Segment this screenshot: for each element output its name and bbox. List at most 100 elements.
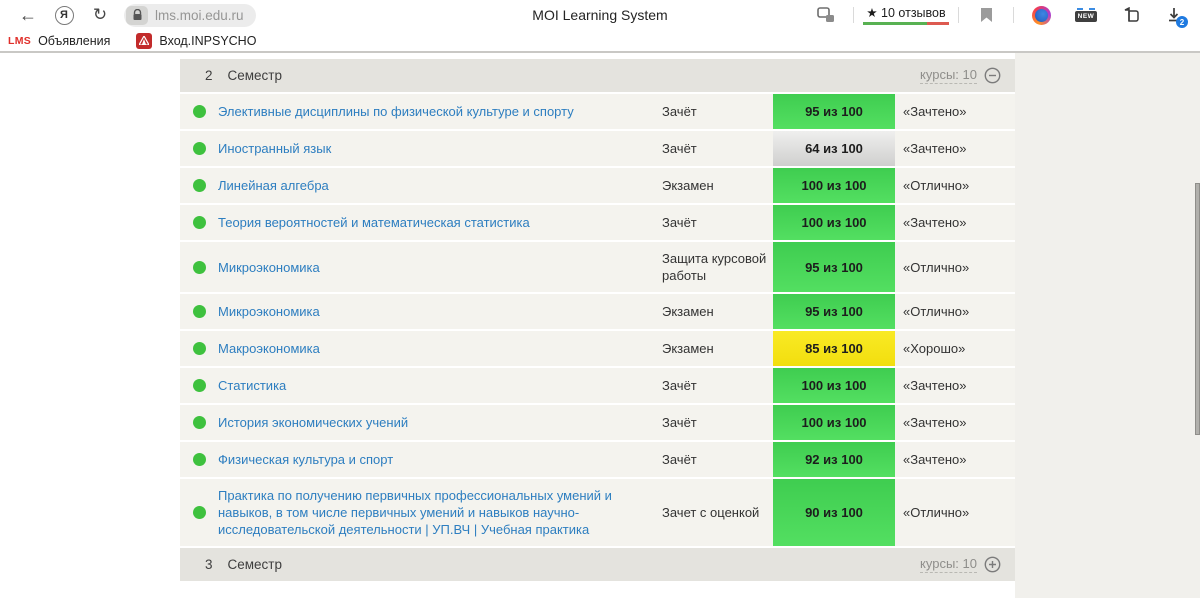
grades-table: 2 Семестр курсы: 10 Элективные дисциплин… <box>180 53 1015 598</box>
zen-icon[interactable] <box>1028 2 1054 28</box>
course-link[interactable]: Элективные дисциплины по физической куль… <box>218 104 574 119</box>
refresh-icon: ↻ <box>92 5 108 24</box>
course-row: Микроэкономика Экзамен 95 из 100 «Отлично» <box>180 294 1015 331</box>
status-dot-icon <box>192 105 206 118</box>
yandex-icon: Я <box>54 5 74 25</box>
bookmark-icon[interactable] <box>973 2 999 28</box>
course-link[interactable]: Иностранный язык <box>218 141 332 156</box>
assessment-type: Зачёт <box>662 452 697 467</box>
status-dot-icon <box>192 506 206 519</box>
new-badge-label: NEW <box>1074 11 1098 22</box>
score-badge: 100 из 100 <box>773 368 895 403</box>
course-row: История экономических учений Зачёт 100 из … <box>180 405 1015 442</box>
grade-text: «Зачтено» <box>903 141 967 156</box>
status-dot-icon <box>192 179 206 192</box>
course-link[interactable]: Теория вероятностей и математическая ста… <box>218 215 530 230</box>
inpsycho-favicon <box>136 32 153 49</box>
status-cell <box>180 453 218 466</box>
grade-text: «Зачтено» <box>903 215 967 230</box>
score-badge: 92 из 100 <box>773 442 895 477</box>
course-link[interactable]: История экономических учений <box>218 415 409 430</box>
rating-bar <box>863 22 949 25</box>
course-row: Элективные дисциплины по физической куль… <box>180 94 1015 131</box>
course-link[interactable]: Макроэкономика <box>218 341 320 356</box>
bookmark-announcements[interactable]: LMS Объявления <box>8 34 110 48</box>
status-cell <box>180 379 218 392</box>
status-dot-icon <box>192 216 206 229</box>
score-badge: 100 из 100 <box>773 168 895 203</box>
status-dot-icon <box>192 379 206 392</box>
assessment-type: Зачёт <box>662 415 697 430</box>
course-row: Практика по получению первичных професси… <box>180 479 1015 548</box>
course-link[interactable]: Физическая культура и спорт <box>218 452 394 467</box>
assessment-type: Зачёт <box>662 104 697 119</box>
course-row: Иностранный язык Зачёт 64 из 100 «Зачтено» <box>180 131 1015 168</box>
expand-icon[interactable] <box>984 556 1001 573</box>
url-text: lms.moi.edu.ru <box>155 7 244 23</box>
left-margin <box>0 53 180 598</box>
status-cell <box>180 506 218 519</box>
status-dot-icon <box>192 416 206 429</box>
collapse-icon[interactable] <box>984 67 1001 84</box>
download-count-badge: 2 <box>1176 16 1188 28</box>
assessment-type: Экзамен <box>662 341 714 356</box>
protect-icon[interactable] <box>813 2 839 28</box>
zen-circle-icon <box>1031 5 1051 25</box>
grade-text: «Зачтено» <box>903 452 967 467</box>
status-cell <box>180 179 218 192</box>
course-row: Теория вероятностей и математическая ста… <box>180 205 1015 242</box>
assessment-type: Зачёт <box>662 215 697 230</box>
scrollbar-thumb[interactable] <box>1195 183 1200 435</box>
status-cell <box>180 216 218 229</box>
semester-header[interactable]: 2 Семестр курсы: 10 <box>180 59 1015 92</box>
score-badge: 95 из 100 <box>773 242 895 292</box>
bookmark-label: Объявления <box>38 33 111 48</box>
score-badge: 95 из 100 <box>773 294 895 329</box>
status-cell <box>180 260 218 274</box>
course-link[interactable]: Линейная алгебра <box>218 178 329 193</box>
courses-count-link[interactable]: курсы: 10 <box>920 556 977 573</box>
browser-toolbar: ← Я ↻ lms.moi.edu.ru MOI Learning System… <box>0 0 1200 30</box>
lock-icon[interactable] <box>126 5 148 25</box>
status-dot-icon <box>192 260 206 274</box>
page-content: 2 Семестр курсы: 10 Элективные дисциплин… <box>0 53 1200 598</box>
address-bar[interactable]: lms.moi.edu.ru <box>124 3 256 27</box>
course-link[interactable]: Микроэкономика <box>218 259 320 275</box>
status-cell <box>180 142 218 155</box>
back-arrow-icon: ← <box>19 4 37 25</box>
semester-label: Семестр <box>227 68 283 83</box>
assessment-type: Экзамен <box>662 304 714 319</box>
course-row: Физическая культура и спорт Зачёт 92 из 10… <box>180 442 1015 479</box>
grade-text: «Хорошо» <box>903 341 966 356</box>
course-row: Макроэкономика Экзамен 85 из 100 «Хорошо» <box>180 331 1015 368</box>
reviews-button[interactable]: ★ 10 отзывов <box>863 5 949 25</box>
assessment-type: Зачёт <box>662 378 697 393</box>
bookmark-inpsycho[interactable]: Вход.INPSYCHO <box>136 32 256 49</box>
downloads-button[interactable]: 2 <box>1163 4 1188 28</box>
refresh-button[interactable]: ↻ <box>87 2 113 28</box>
course-link[interactable]: Микроэкономика <box>218 304 320 319</box>
course-link[interactable]: Практика по получению первичных професси… <box>218 488 612 537</box>
assessment-type: Экзамен <box>662 178 714 193</box>
side-panel-icon[interactable] <box>1118 2 1144 28</box>
courses-count-link[interactable]: курсы: 10 <box>920 67 977 84</box>
status-cell <box>180 416 218 429</box>
semester-footer[interactable]: 3 Семестр курсы: 10 <box>180 548 1015 581</box>
divider <box>1013 7 1014 23</box>
course-link[interactable]: Статистика <box>218 378 287 393</box>
status-cell <box>180 342 218 355</box>
new-features-button[interactable]: NEW <box>1073 2 1099 28</box>
reviews-label: ★ 10 отзывов <box>866 6 946 20</box>
back-button[interactable]: ← <box>15 2 41 28</box>
grade-text: «Отлично» <box>903 505 970 520</box>
grade-text: «Зачтено» <box>903 378 967 393</box>
yandex-menu-button[interactable]: Я <box>51 2 77 28</box>
status-dot-icon <box>192 305 206 318</box>
status-dot-icon <box>192 342 206 355</box>
score-badge: 100 из 100 <box>773 405 895 440</box>
status-cell <box>180 105 218 118</box>
grade-text: «Отлично» <box>903 178 970 193</box>
divider <box>853 7 854 23</box>
grade-text: «Отлично» <box>903 259 970 275</box>
assessment-type: Зачет с оценкой <box>662 505 760 520</box>
